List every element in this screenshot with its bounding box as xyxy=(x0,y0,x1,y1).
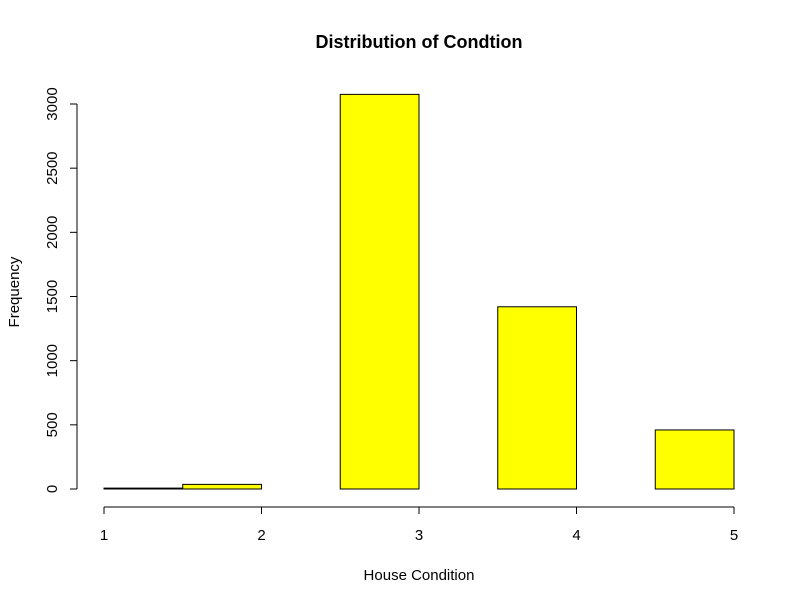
histogram-bar-1 xyxy=(182,483,262,490)
histogram-bar-7 xyxy=(654,429,735,490)
y-tick-label-3: 1500 xyxy=(44,280,61,313)
y-tick-label-5: 2500 xyxy=(44,151,61,184)
x-tick-label-4: 5 xyxy=(730,527,738,544)
y-tick-label-4: 2000 xyxy=(44,216,61,249)
y-tick-label-1: 500 xyxy=(44,412,61,437)
chart-title: Distribution of Condtion xyxy=(316,32,523,52)
y-axis-label: Frequency xyxy=(6,256,23,327)
y-tick-label-6: 3000 xyxy=(44,87,61,120)
x-axis-label: House Condition xyxy=(364,567,475,584)
x-axis: 1 2 3 4 5 xyxy=(100,506,738,544)
y-tick-label-2: 1000 xyxy=(44,344,61,377)
histogram-bar-0 xyxy=(103,487,184,490)
x-tick-label-0: 1 xyxy=(100,527,108,544)
x-tick-label-1: 2 xyxy=(257,527,265,544)
histogram-bar-5 xyxy=(497,306,577,490)
bars-group xyxy=(103,93,735,490)
y-axis: 0 500 1000 1500 2000 2500 3000 xyxy=(44,87,78,493)
x-tick-label-2: 3 xyxy=(415,527,423,544)
histogram-bar-3 xyxy=(339,93,420,490)
y-tick-label-0: 0 xyxy=(44,485,61,493)
x-tick-label-3: 4 xyxy=(572,527,580,544)
